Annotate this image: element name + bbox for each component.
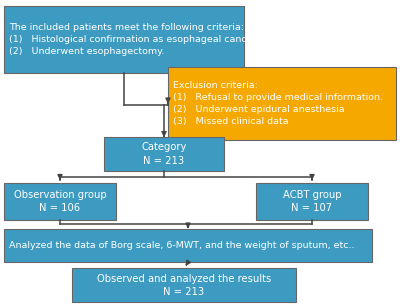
Text: Category
N = 213: Category N = 213 <box>141 142 187 166</box>
FancyBboxPatch shape <box>104 137 224 171</box>
FancyBboxPatch shape <box>4 229 372 262</box>
FancyBboxPatch shape <box>4 6 244 73</box>
FancyBboxPatch shape <box>4 183 116 220</box>
Text: The included patients meet the following criteria:
(1)   Histological confirmati: The included patients meet the following… <box>9 23 260 56</box>
Text: Observation group
N = 106: Observation group N = 106 <box>14 190 106 213</box>
FancyBboxPatch shape <box>256 183 368 220</box>
Text: Analyzed the data of Borg scale, 6-MWT, and the weight of sputum, etc..: Analyzed the data of Borg scale, 6-MWT, … <box>9 241 355 250</box>
FancyBboxPatch shape <box>168 67 396 140</box>
FancyBboxPatch shape <box>72 268 296 302</box>
Text: ACBT group
N = 107: ACBT group N = 107 <box>283 190 341 213</box>
Text: Exclusion criteria:
(1)   Refusal to provide medical information.
(2)   Underwen: Exclusion criteria: (1) Refusal to provi… <box>173 81 383 126</box>
Text: Observed and analyzed the results
N = 213: Observed and analyzed the results N = 21… <box>97 274 271 297</box>
